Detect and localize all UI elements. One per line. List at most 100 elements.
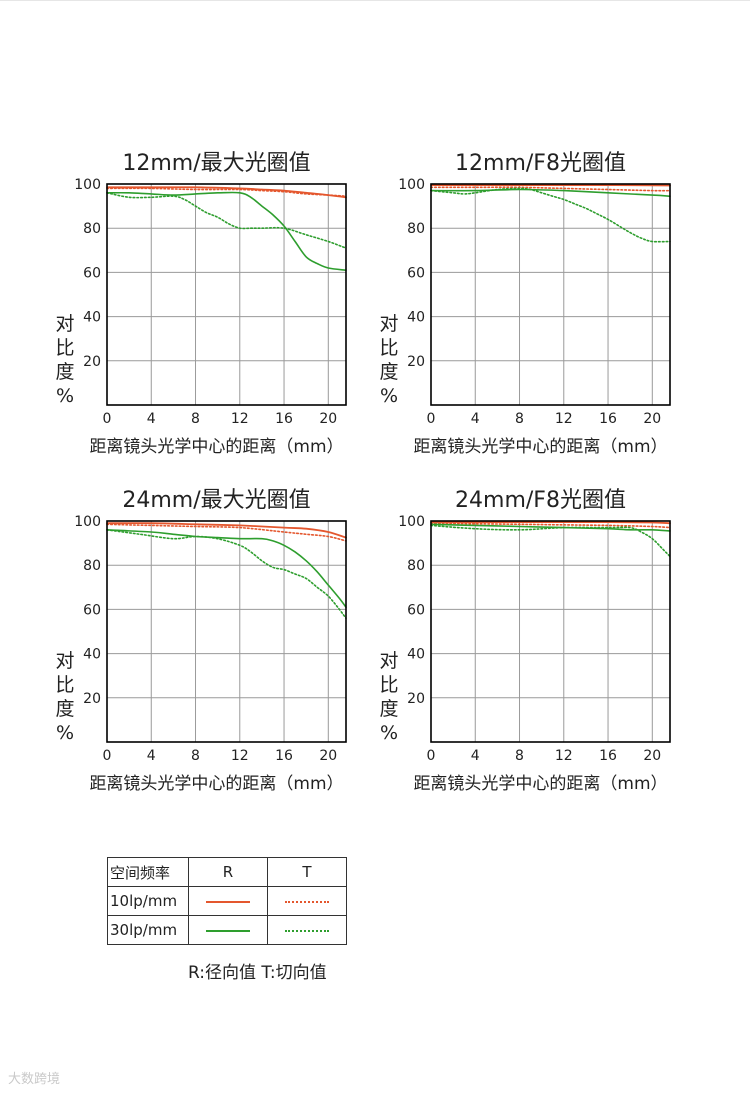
x-tick-label: 20	[319, 411, 337, 427]
series-line	[106, 523, 347, 542]
x-tick-label: 0	[103, 748, 112, 764]
y-axis-label: 对	[379, 650, 398, 672]
x-tick-label: 8	[191, 748, 200, 764]
y-axis-label: 度	[379, 698, 398, 720]
x-tick-label: 20	[643, 748, 661, 764]
x-tick-label: 4	[147, 748, 156, 764]
x-tick-label: 12	[555, 748, 573, 764]
x-tick-label: 4	[147, 411, 156, 427]
series-line	[106, 187, 347, 197]
legend-row-label: 10lp/mm	[107, 886, 189, 916]
series-line	[430, 524, 671, 558]
x-tick-label: 16	[275, 411, 293, 427]
legend-header-r: R	[188, 857, 268, 887]
y-axis-label: 比	[379, 674, 398, 696]
y-tick-label: 20	[83, 691, 101, 707]
legend-note: R:径向值 T:切向值	[188, 963, 327, 983]
x-tick-label: 12	[231, 411, 249, 427]
plot-frame	[106, 183, 347, 406]
chart-title: 24mm/F8光圈值	[455, 488, 626, 513]
top-divider	[0, 0, 750, 1]
y-axis-label: %	[56, 722, 74, 744]
legend-row-label: 30lp/mm	[107, 915, 189, 945]
x-tick-label: 20	[319, 748, 337, 764]
chart-panel	[106, 183, 347, 406]
y-axis-label: 对	[379, 313, 398, 335]
x-axis-label: 距离镜头光学中心的距离（mm）	[413, 437, 667, 457]
chart-panel	[106, 520, 347, 743]
legend-header-row: 空间频率 R T	[107, 857, 347, 887]
y-axis-label: 对	[55, 313, 74, 335]
y-axis-label: %	[380, 722, 398, 744]
y-tick-label: 80	[83, 221, 101, 237]
swatch-10lp-r	[206, 900, 250, 903]
x-tick-label: 16	[599, 411, 617, 427]
y-axis-label: 对	[55, 650, 74, 672]
series-line	[106, 192, 347, 249]
swatch-30lp-r	[206, 929, 250, 932]
swatch-10lp-t	[285, 900, 329, 903]
series-line	[430, 186, 671, 192]
watermark: 大数跨境	[8, 1072, 61, 1087]
y-tick-label: 60	[407, 602, 425, 618]
plot-frame	[106, 520, 347, 743]
y-tick-label: 20	[407, 354, 425, 370]
series-line	[430, 188, 671, 197]
swatch-30lp-t	[285, 929, 329, 932]
legend-row-10lp: 10lp/mm	[107, 886, 347, 916]
x-axis-label: 距离镜头光学中心的距离（mm）	[89, 437, 343, 457]
x-tick-label: 8	[515, 748, 524, 764]
x-tick-label: 8	[515, 411, 524, 427]
y-axis-label: 比	[379, 337, 398, 359]
series-line	[106, 522, 347, 539]
series-line	[106, 529, 347, 619]
y-tick-label: 100	[398, 514, 425, 530]
y-tick-label: 80	[407, 221, 425, 237]
y-tick-label: 40	[83, 310, 101, 326]
legend-header-freq: 空间频率	[107, 857, 189, 887]
chart-panel	[430, 520, 671, 743]
x-axis-label: 距离镜头光学中心的距离（mm）	[89, 774, 343, 794]
x-tick-label: 12	[555, 411, 573, 427]
chart-title: 24mm/最大光圈值	[122, 488, 310, 513]
legend-table: 空间频率 R T 10lp/mm 30lp/mm	[107, 857, 347, 945]
y-tick-label: 60	[83, 602, 101, 618]
series-line	[106, 191, 347, 271]
x-tick-label: 0	[427, 748, 436, 764]
y-tick-label: 20	[83, 354, 101, 370]
y-tick-label: 40	[407, 310, 425, 326]
y-tick-label: 100	[74, 514, 101, 530]
y-tick-label: 20	[407, 691, 425, 707]
y-axis-label: %	[380, 385, 398, 407]
chart-title: 12mm/F8光圈值	[455, 151, 626, 176]
y-axis-label: 度	[55, 361, 74, 383]
x-tick-label: 16	[599, 748, 617, 764]
x-axis-label: 距离镜头光学中心的距离（mm）	[413, 774, 667, 794]
x-tick-label: 20	[643, 411, 661, 427]
series-line	[430, 187, 671, 243]
y-axis-label: 比	[55, 337, 74, 359]
y-tick-label: 40	[83, 647, 101, 663]
y-tick-label: 80	[83, 558, 101, 574]
legend-row-30lp: 30lp/mm	[107, 915, 347, 945]
series-line	[430, 521, 671, 525]
x-tick-label: 12	[231, 748, 249, 764]
x-tick-label: 16	[275, 748, 293, 764]
y-axis-label: 度	[379, 361, 398, 383]
chart-title: 12mm/最大光圈值	[122, 151, 310, 176]
legend-header-t: T	[267, 857, 347, 887]
y-tick-label: 100	[74, 177, 101, 193]
plot-frame	[430, 520, 671, 743]
x-tick-label: 0	[103, 411, 112, 427]
y-tick-label: 60	[83, 265, 101, 281]
y-tick-label: 100	[398, 177, 425, 193]
y-axis-label: 度	[55, 698, 74, 720]
x-tick-label: 4	[471, 748, 480, 764]
y-axis-label: 比	[55, 674, 74, 696]
y-tick-label: 80	[407, 558, 425, 574]
x-tick-label: 0	[427, 411, 436, 427]
y-tick-label: 40	[407, 647, 425, 663]
x-tick-label: 4	[471, 411, 480, 427]
x-tick-label: 8	[191, 411, 200, 427]
